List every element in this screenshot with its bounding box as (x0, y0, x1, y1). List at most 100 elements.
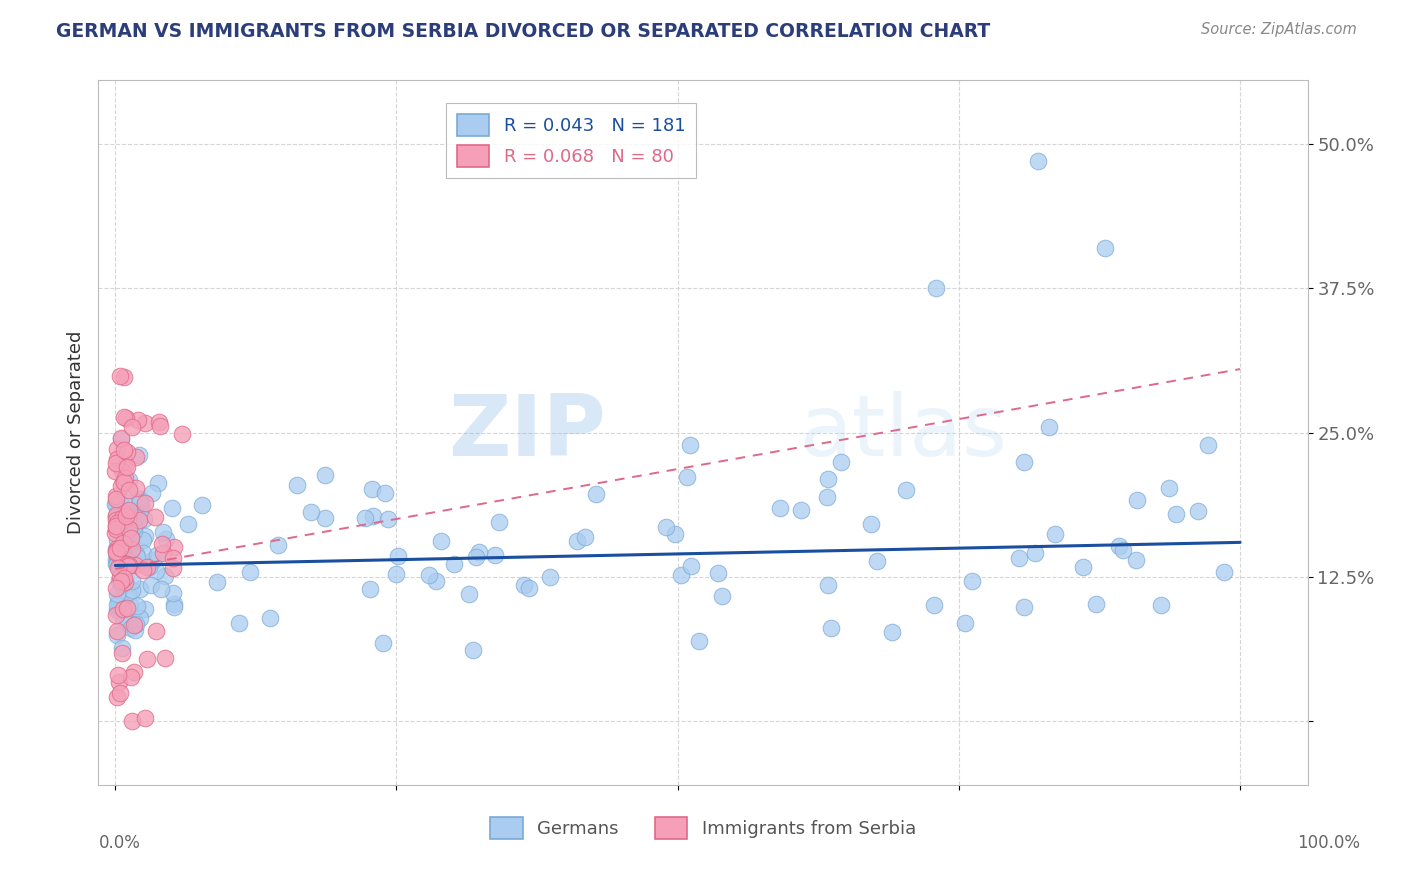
Point (105, 456, 128, 470)
Point (107, 602, 129, 616)
Point (443, 557, 465, 571)
Point (105, 587, 128, 601)
Point (1197, 438, 1219, 452)
Point (105, 541, 128, 556)
Point (104, 510, 127, 524)
Point (538, 570, 561, 584)
Point (177, 516, 200, 531)
Point (124, 450, 146, 464)
Point (513, 578, 536, 592)
Point (112, 536, 135, 550)
Point (105, 509, 128, 524)
Point (115, 520, 138, 534)
Point (114, 538, 136, 552)
Point (114, 523, 136, 537)
Point (162, 560, 184, 574)
Point (120, 529, 142, 543)
Point (118, 473, 141, 487)
Point (285, 478, 308, 492)
Point (371, 635, 394, 649)
Point (108, 369, 131, 384)
Point (112, 475, 135, 490)
Point (112, 475, 135, 489)
Text: Source: ZipAtlas.com: Source: ZipAtlas.com (1201, 22, 1357, 37)
Point (150, 582, 173, 596)
Point (710, 589, 733, 603)
Point (882, 625, 904, 640)
Point (118, 558, 141, 573)
Point (314, 511, 336, 525)
Point (124, 623, 146, 637)
Point (1008, 550, 1031, 565)
Point (457, 587, 479, 601)
Point (205, 575, 228, 590)
Point (136, 560, 159, 574)
Point (145, 564, 167, 578)
Point (314, 467, 336, 482)
Point (121, 574, 143, 588)
Point (107, 495, 129, 509)
Point (574, 530, 596, 544)
Point (105, 548, 128, 562)
Point (110, 432, 132, 446)
Point (121, 542, 143, 557)
Point (585, 487, 607, 501)
Point (111, 646, 134, 660)
Point (115, 460, 138, 475)
Point (120, 524, 142, 539)
Point (112, 442, 135, 457)
Point (664, 526, 686, 541)
Point (110, 577, 132, 591)
Point (681, 559, 703, 574)
Point (125, 616, 148, 631)
Point (107, 561, 129, 575)
Point (111, 602, 134, 616)
Point (111, 640, 134, 655)
Point (191, 498, 214, 512)
Text: 0.0%: 0.0% (98, 834, 141, 852)
Point (107, 594, 129, 608)
Point (790, 503, 813, 517)
Point (1012, 454, 1035, 468)
Point (105, 517, 128, 532)
Point (114, 506, 136, 520)
Text: atlas: atlas (800, 391, 1008, 475)
Point (925, 281, 948, 295)
Point (1126, 493, 1149, 508)
Legend: Germans, Immigrants from Serbia: Germans, Immigrants from Serbia (482, 810, 924, 847)
Point (820, 621, 842, 635)
Point (118, 522, 141, 536)
Point (105, 690, 128, 704)
Point (259, 610, 281, 624)
Point (108, 596, 131, 610)
Point (105, 491, 128, 506)
Point (108, 570, 131, 584)
Point (107, 519, 129, 533)
Point (118, 483, 141, 498)
Point (114, 471, 136, 485)
Point (110, 564, 132, 578)
Point (120, 670, 142, 684)
Point (115, 457, 138, 471)
Point (107, 603, 129, 617)
Point (1164, 507, 1187, 521)
Point (110, 579, 132, 593)
Point (104, 499, 127, 513)
Point (105, 608, 128, 623)
Point (121, 582, 143, 597)
Point (122, 665, 145, 679)
Point (107, 574, 129, 589)
Point (866, 554, 889, 568)
Point (134, 496, 156, 510)
Point (112, 409, 135, 424)
Point (110, 431, 132, 445)
Point (1157, 481, 1180, 495)
Point (127, 599, 149, 614)
Point (117, 522, 139, 536)
Point (960, 574, 983, 588)
Point (117, 615, 139, 629)
Point (565, 534, 588, 549)
Point (122, 524, 145, 538)
Point (104, 497, 127, 511)
Point (115, 601, 138, 615)
